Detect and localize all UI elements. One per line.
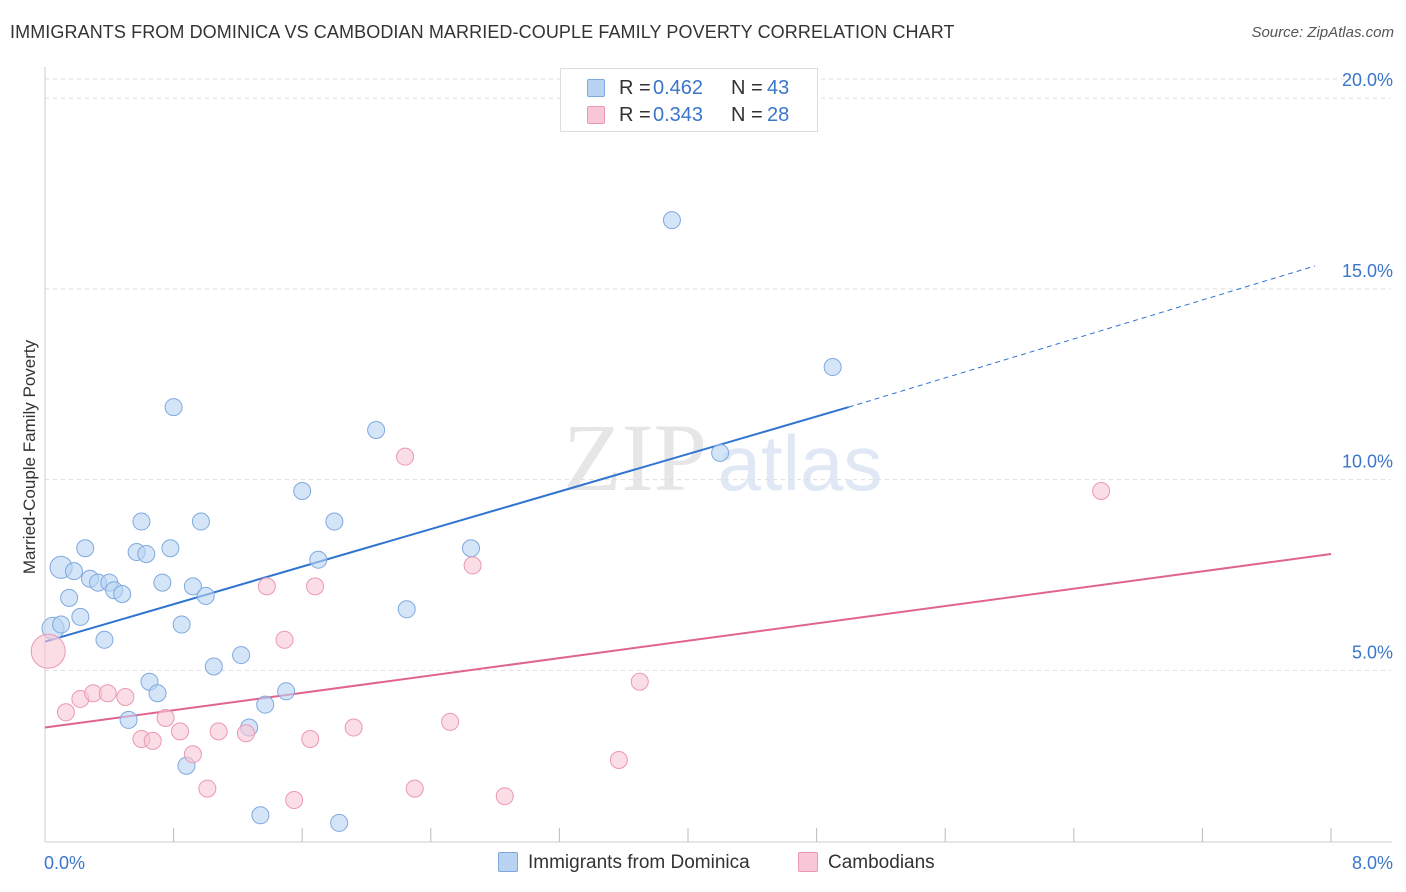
source-label: Source: ZipAtlas.com [1251,24,1394,41]
watermark: ZIP atlas [563,404,882,511]
pink-data-point [495,787,514,806]
blue-data-point [256,695,275,714]
pink-data-point [285,791,304,810]
blue-data-point [204,657,223,676]
blue-data-point [277,682,296,701]
y-tick-label: 10.0% [1342,452,1393,472]
pink-data-point [171,722,190,741]
blue-data-point [64,562,83,581]
blue-data-point [293,482,312,501]
pink-data-point [441,712,460,731]
legend-swatch-pink [587,106,605,124]
blue-data-point [367,420,386,439]
legend-label-dominica: Immigrants from Dominica [528,852,750,873]
legend-swatch-blue [498,852,518,872]
legend-r-value: 0.343 [653,104,704,126]
legend-swatch-pink [798,852,818,872]
blue-data-point [153,573,172,592]
pink-data-point [98,684,117,703]
x-tick-label: 8.0% [1352,853,1393,873]
legend-r-label: R = [619,104,651,126]
blue-trend-extension [848,265,1316,408]
pink-data-point [306,577,325,596]
pink-data-point [1092,482,1111,501]
blue-data-point [232,646,251,665]
blue-data-point [71,607,90,626]
legend-item-dominica: Immigrants from Dominica [498,852,750,874]
blue-data-point [251,806,270,825]
legend-r-label: R = [619,77,651,99]
blue-data-point [191,512,210,531]
blue-data-point [196,586,215,605]
pink-data-point [56,703,75,722]
pink-data-point [156,709,175,728]
blue-data-point [461,539,480,558]
blue-trend-line [44,406,850,643]
pink-data-point [463,556,482,575]
blue-data-point [309,550,328,569]
pink-data-point [257,577,276,596]
y-tick-label: 15.0% [1342,261,1393,281]
legend-swatch-blue [587,79,605,97]
blue-data-point [137,544,156,563]
legend-r-value: 0.462 [653,77,704,99]
blue-data-point [60,588,79,607]
pink-data-point [209,722,228,741]
blue-data-point [164,398,183,417]
pink-data-point [275,630,294,649]
blue-data-point [113,585,132,604]
blue-data-point [95,630,114,649]
pink-data-point [344,718,363,737]
pink-data-point [198,779,217,798]
pink-data-point [116,688,135,707]
watermark-atlas: atlas [718,419,883,507]
blue-data-point [132,512,151,531]
pink-data-point [30,633,66,669]
blue-data-point [161,539,180,558]
pink-data-point [183,745,202,764]
y-tick-label: 20.0% [1342,70,1393,90]
legend-row-dominica: R = 0.462 N = 43 [561,75,817,101]
legend-n-value: 28 [767,104,790,126]
blue-data-point [76,539,95,558]
correlation-legend: R = 0.462 N = 43 R = 0.343 N = 28 [560,68,818,132]
y-tick-label: 5.0% [1352,642,1393,662]
pink-trend-line [44,552,1332,729]
blue-data-point [397,600,416,619]
x-tick-label: 0.0% [44,853,85,873]
blue-data-point [172,615,191,634]
legend-n-value: 43 [767,77,790,99]
blue-data-point [662,211,681,230]
legend-n-label: N = [731,104,763,126]
pink-data-point [405,779,424,798]
legend-label-cambodians: Cambodians [828,852,935,873]
blue-data-point [148,684,167,703]
blue-data-point [119,710,138,729]
legend-item-cambodians: Cambodians [798,852,935,874]
chart-title: IMMIGRANTS FROM DOMINICA VS CAMBODIAN MA… [10,22,955,42]
pink-data-point [143,731,162,750]
pink-data-point [630,672,649,691]
pink-data-point [609,750,628,769]
blue-data-point [325,512,344,531]
blue-data-point [183,577,202,596]
pink-data-point [236,724,255,743]
blue-data-point [823,358,842,377]
legend-row-cambodians: R = 0.343 N = 28 [561,102,817,128]
pink-data-point [396,447,415,466]
blue-data-point [330,813,349,832]
blue-data-point [52,615,71,634]
watermark-zip: ZIP [563,404,707,511]
legend-n-label: N = [731,77,763,99]
blue-data-point [711,443,730,462]
pink-data-point [301,729,320,748]
